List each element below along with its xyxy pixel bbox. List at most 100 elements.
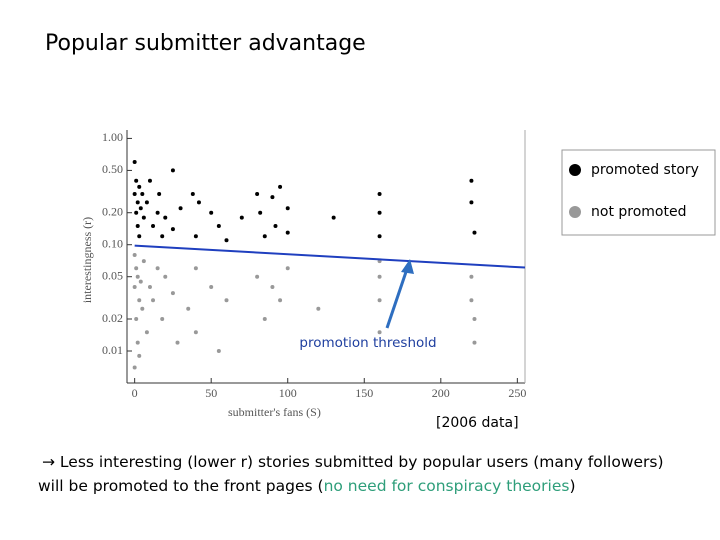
point	[157, 191, 162, 196]
point	[377, 274, 382, 279]
point	[255, 191, 260, 196]
y-tick-label: 0.05	[102, 268, 123, 282]
point	[377, 298, 382, 303]
legend-label: promoted story	[591, 162, 699, 178]
point	[377, 191, 382, 196]
point	[141, 215, 146, 220]
point	[135, 223, 140, 228]
caption-highlight: no need for conspiracy theories	[324, 477, 570, 495]
point	[134, 317, 139, 322]
y-tick-label: 1.00	[102, 130, 123, 144]
legend-marker	[569, 206, 581, 218]
point	[331, 215, 336, 220]
point	[472, 230, 477, 235]
point	[155, 266, 160, 271]
y-axis-label: interestingness (r)	[80, 217, 94, 303]
point	[141, 259, 146, 264]
point	[160, 317, 165, 322]
point	[273, 223, 278, 228]
x-tick-label: 100	[279, 386, 297, 400]
point	[377, 330, 382, 335]
point	[316, 306, 321, 311]
point	[270, 285, 275, 290]
point	[134, 178, 139, 183]
point	[216, 349, 221, 354]
point	[285, 266, 290, 271]
point	[137, 353, 142, 358]
point	[137, 184, 142, 189]
point	[469, 274, 474, 279]
legend-box	[561, 149, 716, 236]
point	[209, 285, 214, 290]
x-tick-label: 50	[205, 386, 217, 400]
point	[255, 274, 260, 279]
point	[163, 215, 168, 220]
point	[239, 215, 244, 220]
point	[285, 206, 290, 211]
slide-title: Popular submitter advantage	[45, 31, 366, 56]
caption: → Less interesting (lower r) stories sub…	[42, 453, 664, 471]
y-tick-label: 0.02	[102, 311, 123, 325]
arrow-head	[401, 259, 414, 274]
x-tick-label: 250	[508, 386, 526, 400]
point	[151, 223, 156, 228]
point	[132, 159, 137, 164]
point	[469, 200, 474, 205]
point	[160, 234, 165, 239]
point	[144, 330, 149, 335]
point	[155, 210, 160, 215]
point	[216, 223, 221, 228]
point	[193, 266, 198, 271]
y-tick-label: 0.10	[102, 236, 123, 250]
point	[258, 210, 263, 215]
point	[132, 285, 137, 290]
point	[134, 266, 139, 271]
point	[170, 227, 175, 232]
point	[469, 178, 474, 183]
point	[209, 210, 214, 215]
point	[170, 291, 175, 296]
point	[224, 298, 229, 303]
point	[134, 210, 139, 215]
source-note: [2006 data]	[436, 415, 519, 431]
y-tick-label: 0.01	[102, 343, 123, 357]
point	[147, 285, 152, 290]
point	[178, 206, 183, 211]
point	[196, 200, 201, 205]
point	[138, 279, 143, 284]
point	[175, 340, 180, 345]
point	[377, 210, 382, 215]
point	[151, 298, 156, 303]
point	[472, 340, 477, 345]
point	[138, 206, 143, 211]
point	[193, 234, 198, 239]
caption-text: → Less interesting (lower r) stories sub…	[42, 453, 664, 471]
annotation-arrow	[385, 265, 410, 329]
point	[224, 238, 229, 243]
point	[135, 274, 140, 279]
point	[472, 317, 477, 322]
point	[163, 274, 168, 279]
point	[270, 195, 275, 200]
point	[186, 306, 191, 311]
x-tick-label: 150	[355, 386, 373, 400]
legend-label: not promoted	[591, 204, 686, 220]
y-tick-label: 0.50	[102, 162, 123, 176]
point	[190, 191, 195, 196]
point	[132, 253, 137, 258]
point	[278, 298, 283, 303]
y-tick-label: 0.20	[102, 204, 123, 218]
point	[377, 234, 382, 239]
point	[132, 191, 137, 196]
point	[193, 330, 198, 335]
point	[140, 191, 145, 196]
point	[285, 230, 290, 235]
x-tick-label: 0	[132, 386, 138, 400]
x-tick-label: 200	[432, 386, 450, 400]
caption-text-2: will be promoted to the front pages (	[38, 477, 324, 495]
point	[147, 178, 152, 183]
point	[140, 306, 145, 311]
caption-end: )	[569, 477, 575, 495]
point	[262, 317, 267, 322]
